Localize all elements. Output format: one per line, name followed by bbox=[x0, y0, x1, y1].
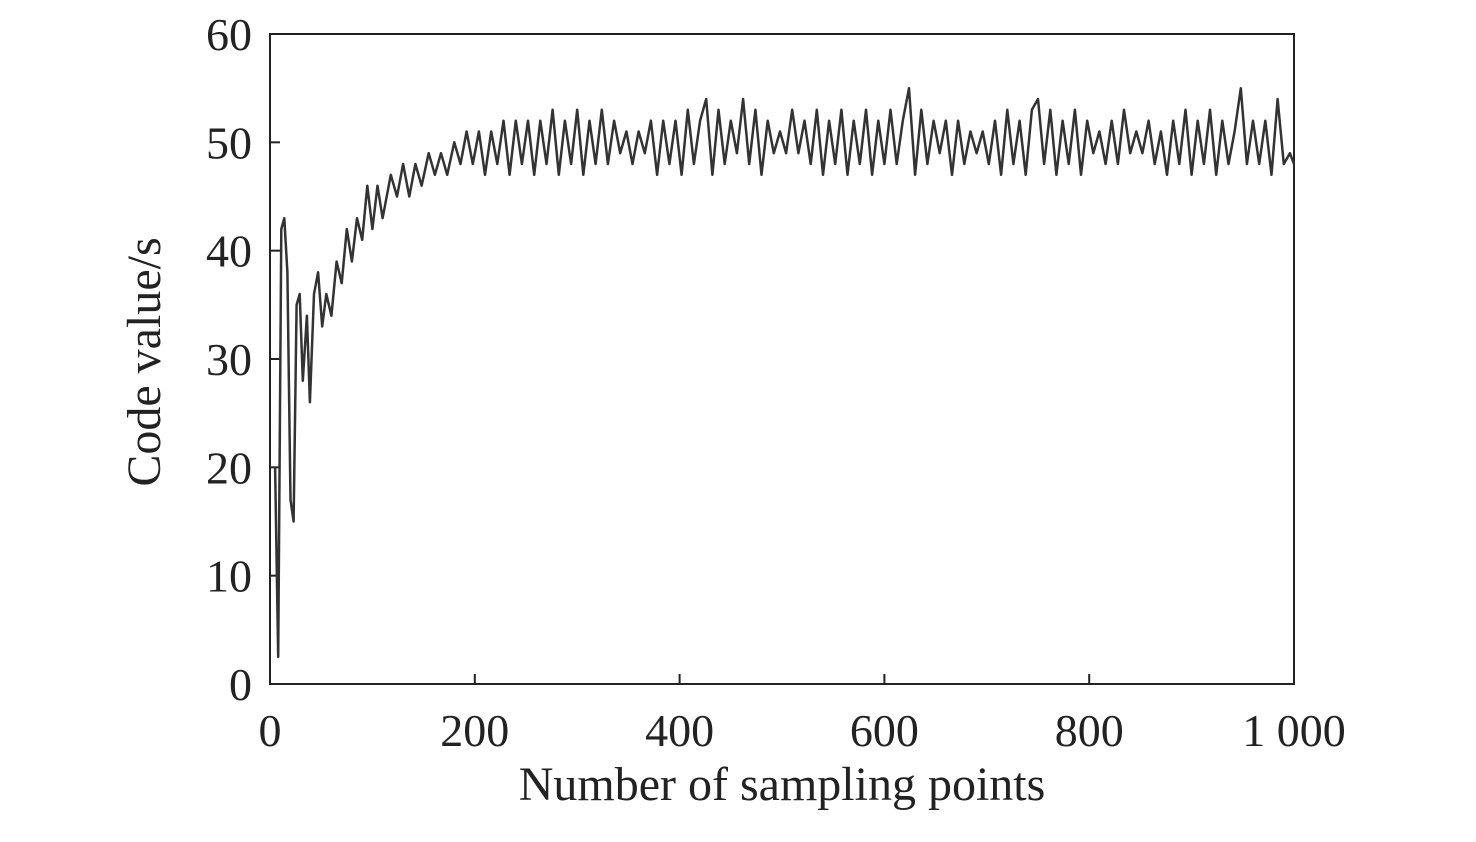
x-tick-label: 200 bbox=[440, 705, 509, 756]
data-line bbox=[273, 86, 1296, 659]
y-tick-label: 50 bbox=[206, 117, 252, 168]
y-axis-label: Code value/s bbox=[118, 237, 171, 486]
y-tick-label: 40 bbox=[206, 226, 252, 277]
y-tick-label: 10 bbox=[206, 551, 252, 602]
x-axis-label: Number of sampling points bbox=[519, 758, 1046, 811]
x-tick-label: 0 bbox=[259, 705, 282, 756]
y-tick-label: 0 bbox=[229, 659, 252, 710]
plot-frame bbox=[269, 33, 1295, 685]
x-tick-label: 800 bbox=[1055, 705, 1124, 756]
x-tick-label: 400 bbox=[645, 705, 714, 756]
x-tick-label: 600 bbox=[850, 705, 919, 756]
y-tick-label: 60 bbox=[206, 9, 252, 60]
x-tick-label: 1 000 bbox=[1242, 705, 1346, 756]
y-tick-label: 20 bbox=[206, 442, 252, 493]
y-tick-label: 30 bbox=[206, 334, 252, 385]
